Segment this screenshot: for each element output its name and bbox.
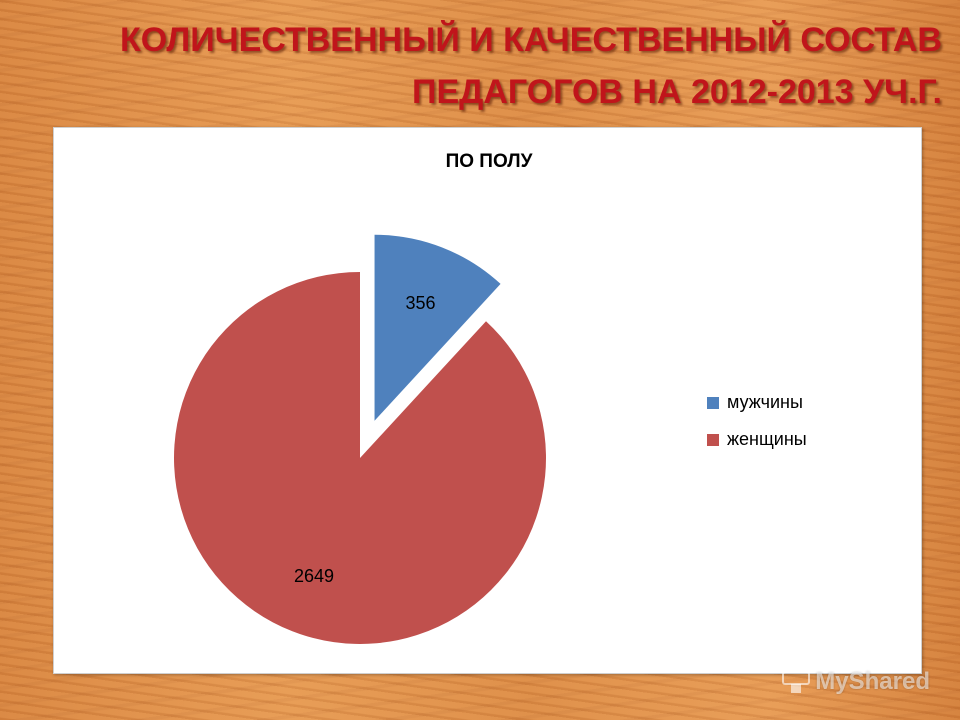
slide-title-line-1: КОЛИЧЕСТВЕННЫЙ И КАЧЕСТВЕННЫЙ СОСТАВ [120,21,942,59]
watermark: MyShared [781,668,930,696]
pie-slice-1 [174,272,547,644]
pie-chart: ПО ПОЛУ 356 2649 мужчины женщины [174,151,807,644]
chart-title: ПО ПОЛУ [446,151,533,172]
legend-label-0: мужчины [727,392,803,412]
chart-legend: мужчины женщины [707,392,807,449]
watermark-text: MyShared [815,668,930,695]
pie-slices [174,234,547,644]
data-labels: 356 2649 [294,293,436,586]
chart-area: ПО ПОЛУ 356 2649 мужчины женщины [53,127,922,674]
podium-icon [782,671,811,693]
slide-title: КОЛИЧЕСТВЕННЫЙ И КАЧЕСТВЕННЫЙ СОСТАВ ПЕД… [42,14,942,118]
legend-swatch-0 [707,397,719,409]
data-label-1: 2649 [294,566,334,586]
legend-label-1: женщины [727,429,807,449]
legend-swatch-1 [707,434,719,446]
slide-title-line-2: ПЕДАГОГОВ НА 2012-2013 УЧ.Г. [412,73,942,111]
data-label-0: 356 [406,293,436,313]
pie-slice-0 [374,234,501,421]
